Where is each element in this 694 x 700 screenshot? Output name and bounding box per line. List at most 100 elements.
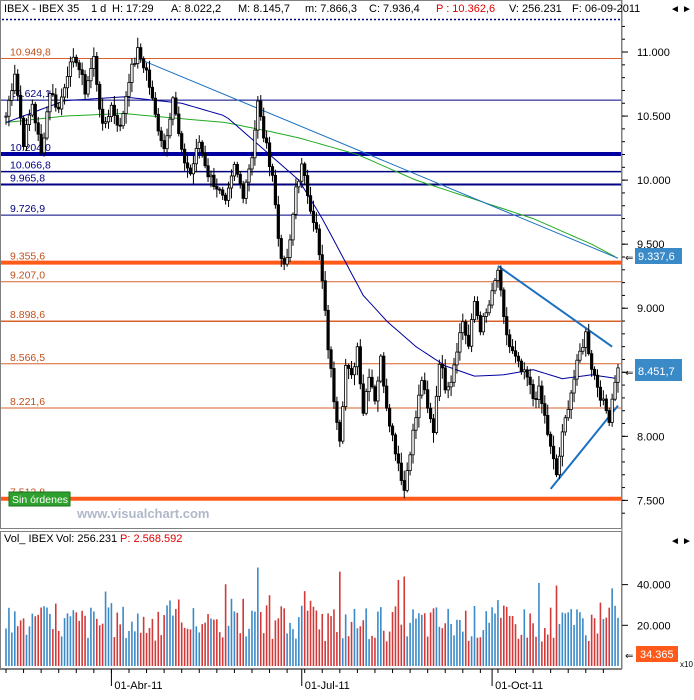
price-bar-body [361,383,365,414]
price-bar-body [45,111,49,139]
price-bar-body [136,47,140,64]
price-bar-body [525,369,529,378]
price-bar-body [502,289,506,317]
price-bar-body [232,164,237,177]
price-bar-body [613,381,617,400]
price-bar-body [528,376,532,385]
price-bar-body [153,97,157,115]
price-bar-body [215,186,219,190]
price-bar-body [291,213,295,241]
price-bar-body [212,174,216,187]
price-bar-body [332,368,336,403]
scroll-left-arrow-top[interactable]: ◄ [670,4,680,15]
price-bar-body [294,186,298,215]
price-bar-body [314,222,318,230]
y-tick-label: 10.000 [637,175,671,187]
price-bar-body [229,175,234,189]
price-bar-body [303,163,307,176]
price-bar-body [584,331,588,348]
volume-tag: 34.365 [640,649,674,661]
price-bar-body [352,366,357,376]
price-bar-body [174,97,178,115]
volume-multiplier: x10 [680,660,693,669]
price-bar-body [531,384,535,399]
price-bar-body [385,385,389,409]
volume-title: Vol_ IBEX [4,533,54,545]
x-tick-label: 01-Abr-11 [114,680,162,692]
price-bar-body [4,115,8,118]
price-bar-body [115,115,119,126]
price-bar-body [200,141,204,154]
price-bar-body [253,129,257,159]
level-label: 8.221,6 [10,396,45,408]
price-bar-body [71,56,75,63]
price-bar-body [581,347,585,352]
price-bar-body [159,130,163,142]
price-bar-body [417,394,421,419]
price-bar-body [610,398,614,423]
price-bar-body [118,124,122,127]
level-label: 8.566,5 [10,352,45,364]
price-bar-body [127,82,131,97]
price-bar-body [481,316,485,333]
x-tick-label: 01-Jul-11 [305,680,350,692]
price-bar-body [349,368,354,376]
price-bar-body [188,167,193,175]
price-bar-body [446,386,450,391]
price-bar-body [27,114,32,125]
price-bar-body [162,140,166,150]
price-bar-body [537,385,541,400]
level-label: 9.355,6 [10,251,45,263]
price-bar-body [86,80,90,95]
price-bar-body [165,135,169,150]
price-bar-body [203,152,207,167]
ma-slow-layer [5,112,616,258]
price-bar-body [508,334,512,348]
price-bar-body [244,181,248,199]
price-bar-body [554,458,559,476]
price-bar-body [57,106,61,110]
price-bar-body [7,100,11,117]
price-bar-body [578,350,582,361]
price-bar-body [168,118,172,137]
price-bar-body [557,455,562,476]
price-bar-body [616,367,620,383]
price-bar-body [144,67,149,71]
price-bar-body [197,141,201,149]
price-bar-body [393,434,398,455]
scroll-right-arrow-top[interactable]: ► [682,4,692,15]
price-bar-body [543,403,547,416]
price-bar-body [297,180,301,188]
price-bar-body [382,355,386,387]
price-bar-body [461,321,465,334]
price-bar-body [367,376,371,393]
status-badge-box [8,491,71,507]
price-tag-lower-arrow: ⇐ [625,368,633,379]
y-tick-label: 10.500 [637,111,671,123]
price-bar-body [285,257,289,265]
price-bar-body [262,116,266,139]
header-volume: V: 256.231 [509,3,562,15]
price-bar-body [522,369,526,373]
vol-y-tick-label: 40.000 [637,580,671,592]
volume-bars-layer [5,567,619,666]
scroll-right-arrow[interactable]: ► [682,536,692,547]
price-bar-body [267,142,272,167]
trendline [497,265,613,348]
price-bar-body [390,425,395,436]
price-bar-body [19,94,23,119]
price-bar-body [74,56,78,64]
scroll-left-arrow[interactable]: ◄ [670,536,680,547]
price-bar-body [30,103,34,116]
price-bar-body [566,409,570,419]
price-bar-body [317,228,321,256]
x-tick-label: 01-Oct-11 [495,680,543,692]
price-bar-body [259,100,263,117]
price-bar-body [364,391,368,414]
header-prev: P : 10.362,6 [436,3,495,15]
volume-axis: 40.000 20.000 [622,580,671,632]
price-bar-body [414,417,418,431]
header-time: H: 17:29 [112,3,154,15]
price-bar-body [183,148,187,164]
